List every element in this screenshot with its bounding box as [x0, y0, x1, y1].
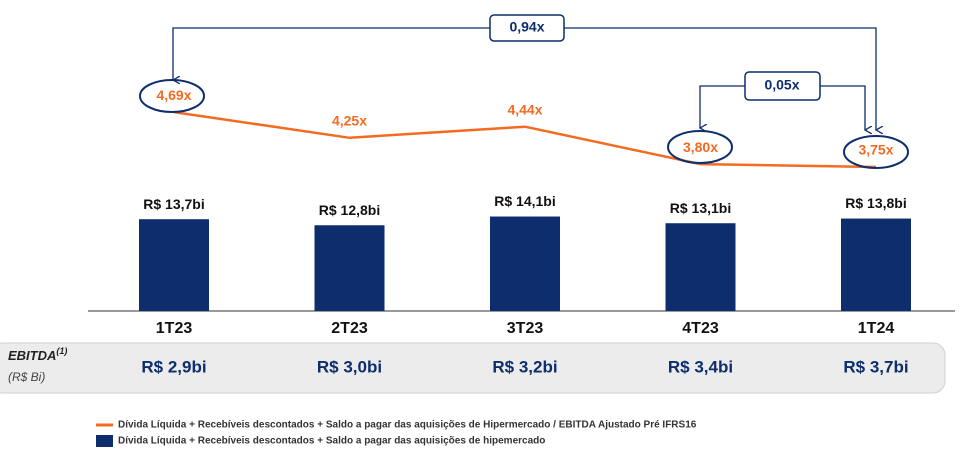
- connector: [173, 27, 490, 80]
- bar: [139, 219, 209, 311]
- ebitda-value: R$ 2,9bi: [141, 357, 206, 376]
- line-label: 3,75x: [858, 142, 893, 158]
- bar-label: R$ 13,8bi: [845, 195, 906, 211]
- x-tick-label: 1T23: [156, 320, 193, 337]
- ebitda-band: [0, 342, 946, 394]
- ebitda-label-text: EBITDA: [8, 348, 56, 363]
- bar: [314, 225, 385, 311]
- bar-label: R$ 13,1bi: [670, 200, 731, 216]
- bar: [665, 223, 736, 311]
- ebitda-superscript: (1): [56, 346, 67, 356]
- bar-label: R$ 12,8bi: [319, 202, 380, 218]
- ebitda-value: R$ 3,4bi: [668, 357, 733, 376]
- line-label: 4,69x: [156, 87, 191, 103]
- bar-label: R$ 13,7bi: [143, 196, 204, 212]
- bar: [490, 216, 560, 311]
- ebitda-unit: (R$ Bi): [8, 370, 45, 384]
- connector: [564, 27, 876, 130]
- line-label: 4,44x: [507, 101, 542, 117]
- legend-label: Dívida Líquida + Recebíveis descontados …: [118, 436, 545, 447]
- ebitda-label: EBITDA(1): [8, 346, 67, 363]
- annotation-box: [489, 14, 565, 42]
- line-label: 3,80x: [683, 139, 718, 155]
- highlight-circle: [667, 130, 733, 164]
- annotation: 0,05x: [764, 77, 799, 93]
- legend-label: Dívida Líquida + Recebíveis descontados …: [118, 420, 697, 431]
- line: [173, 110, 877, 169]
- annotation: 0,94x: [509, 19, 544, 35]
- x-tick-label: 3T23: [507, 320, 544, 337]
- ebitda-value: R$ 3,7bi: [843, 357, 908, 376]
- ebitda-value: R$ 3,2bi: [492, 357, 557, 376]
- annotation-box: [744, 71, 821, 101]
- connector: [700, 85, 745, 128]
- legend-swatch: [96, 435, 113, 447]
- highlight-circle: [139, 79, 205, 113]
- x-tick-label: 1T24: [858, 320, 895, 337]
- line-label: 4,25x: [332, 113, 367, 129]
- highlight-circle: [843, 135, 909, 169]
- bar: [841, 218, 911, 311]
- connector: [820, 85, 865, 130]
- x-tick-label: 2T23: [331, 320, 368, 337]
- bar-label: R$ 14,1bi: [494, 193, 555, 209]
- x-tick-label: 4T23: [682, 320, 719, 337]
- ebitda-value: R$ 3,0bi: [317, 357, 382, 376]
